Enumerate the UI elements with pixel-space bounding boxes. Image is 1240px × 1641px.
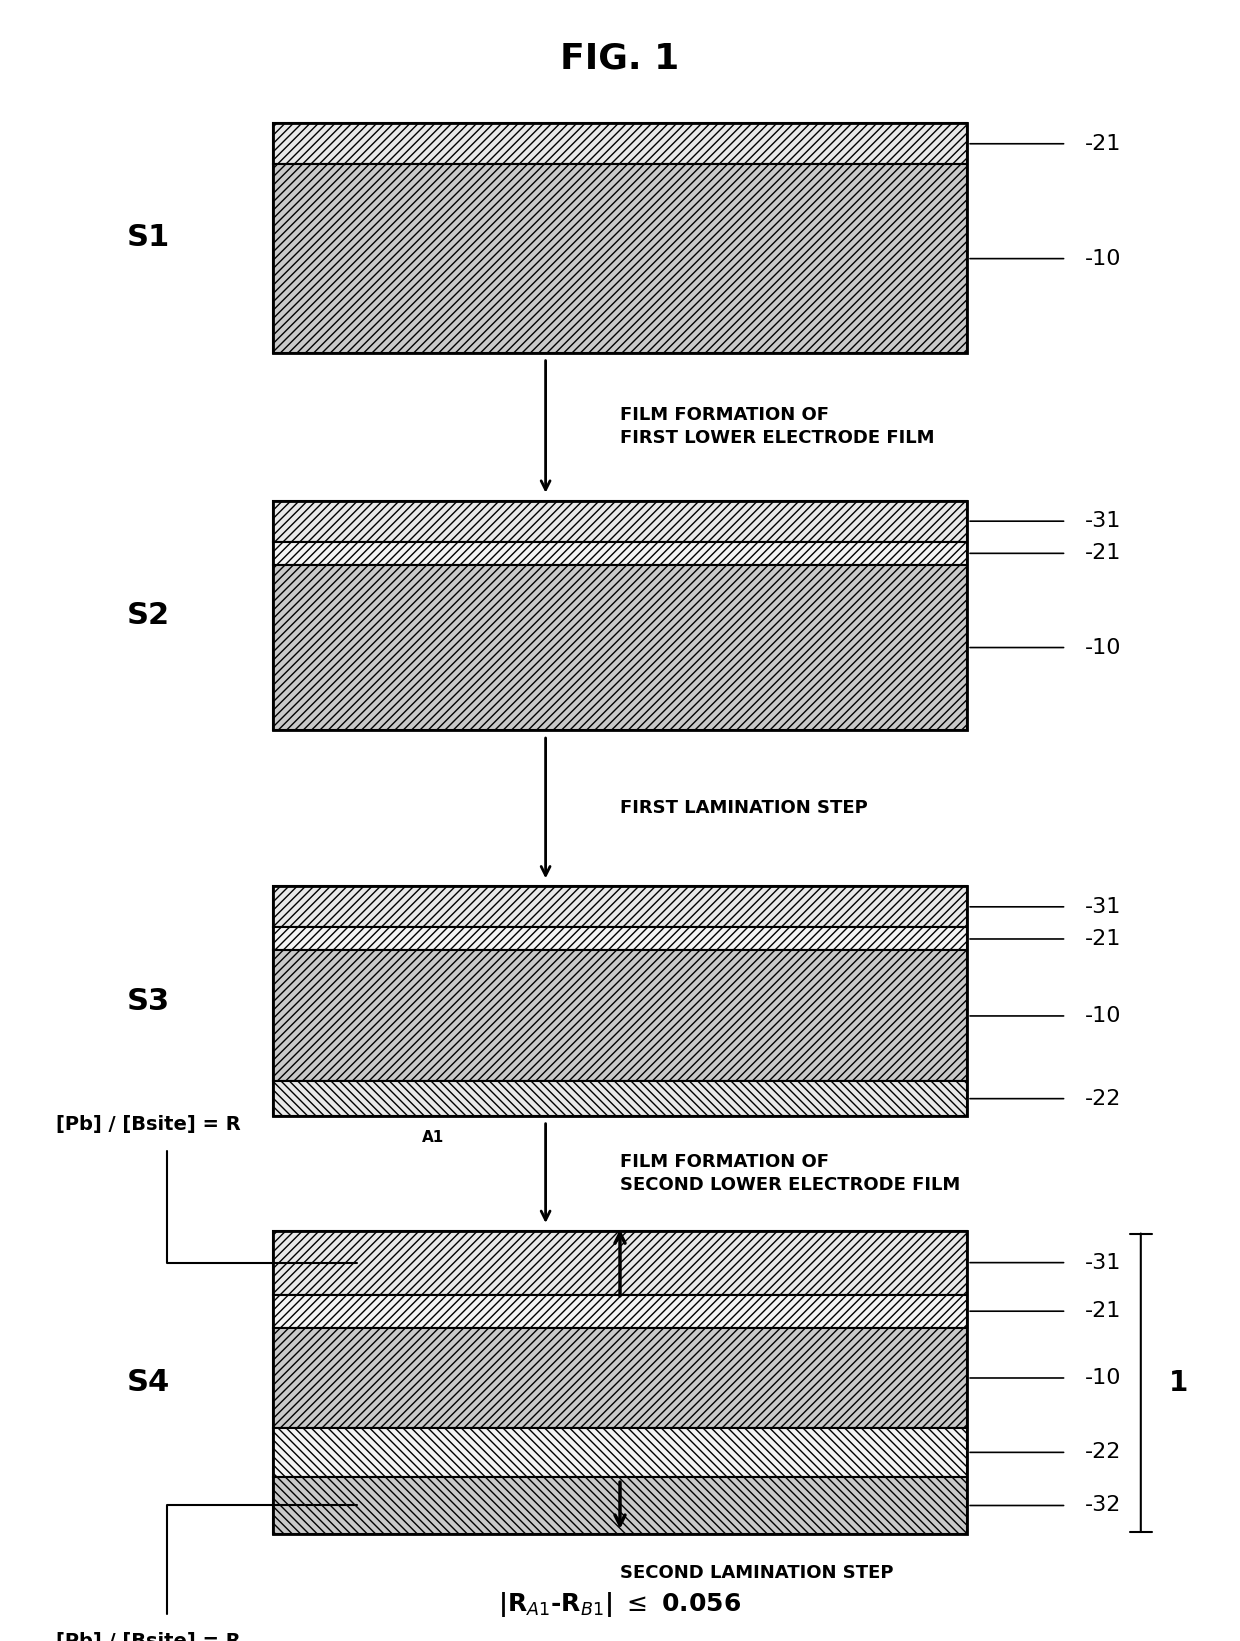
Text: FIRST LAMINATION STEP: FIRST LAMINATION STEP [620, 799, 868, 817]
Bar [273, 1231, 967, 1295]
Text: -31: -31 [1085, 512, 1121, 532]
Text: -10: -10 [1085, 638, 1121, 658]
Text: A1: A1 [422, 1129, 444, 1145]
Bar [273, 123, 967, 353]
Text: -21: -21 [1085, 1301, 1121, 1321]
Bar [273, 542, 967, 565]
Text: S1: S1 [128, 223, 170, 253]
Text: -10: -10 [1085, 1006, 1121, 1026]
Bar [273, 164, 967, 353]
Bar [273, 886, 967, 927]
Text: 1: 1 [1168, 1369, 1188, 1396]
Text: -22: -22 [1085, 1442, 1121, 1462]
Bar [273, 950, 967, 1081]
Text: [Pb] / [Bsite] = R: [Pb] / [Bsite] = R [56, 1631, 241, 1641]
Text: -32: -32 [1085, 1495, 1121, 1516]
Text: S2: S2 [128, 601, 170, 630]
Text: S3: S3 [128, 986, 170, 1016]
Bar [273, 123, 967, 164]
Bar [273, 1428, 967, 1477]
Text: FIG. 1: FIG. 1 [560, 41, 680, 75]
Text: S4: S4 [128, 1369, 170, 1396]
Text: [Pb] / [Bsite] = R: [Pb] / [Bsite] = R [56, 1114, 241, 1134]
Bar [273, 886, 967, 1116]
Bar [273, 1081, 967, 1116]
Text: -21: -21 [1085, 543, 1121, 563]
Bar [273, 501, 967, 542]
Bar [273, 1295, 967, 1328]
Text: -10: -10 [1085, 1369, 1121, 1388]
Bar [273, 1477, 967, 1534]
Text: -21: -21 [1085, 929, 1121, 948]
Text: FILM FORMATION OF
SECOND LOWER ELECTRODE FILM: FILM FORMATION OF SECOND LOWER ELECTRODE… [620, 1152, 960, 1195]
Text: |R$_{A1}$-R$_{B1}$| $\leq$ 0.056: |R$_{A1}$-R$_{B1}$| $\leq$ 0.056 [498, 1590, 742, 1620]
Bar [273, 927, 967, 950]
Bar [273, 1231, 967, 1534]
Bar [273, 1328, 967, 1428]
Bar [273, 565, 967, 730]
Text: -21: -21 [1085, 135, 1121, 154]
Text: -31: -31 [1085, 1252, 1121, 1273]
Text: -22: -22 [1085, 1088, 1121, 1109]
Text: -10: -10 [1085, 249, 1121, 269]
Text: -31: -31 [1085, 898, 1121, 917]
Bar [273, 501, 967, 730]
Text: SECOND LAMINATION STEP: SECOND LAMINATION STEP [620, 1564, 894, 1582]
Text: FILM FORMATION OF
FIRST LOWER ELECTRODE FILM: FILM FORMATION OF FIRST LOWER ELECTRODE … [620, 405, 935, 448]
